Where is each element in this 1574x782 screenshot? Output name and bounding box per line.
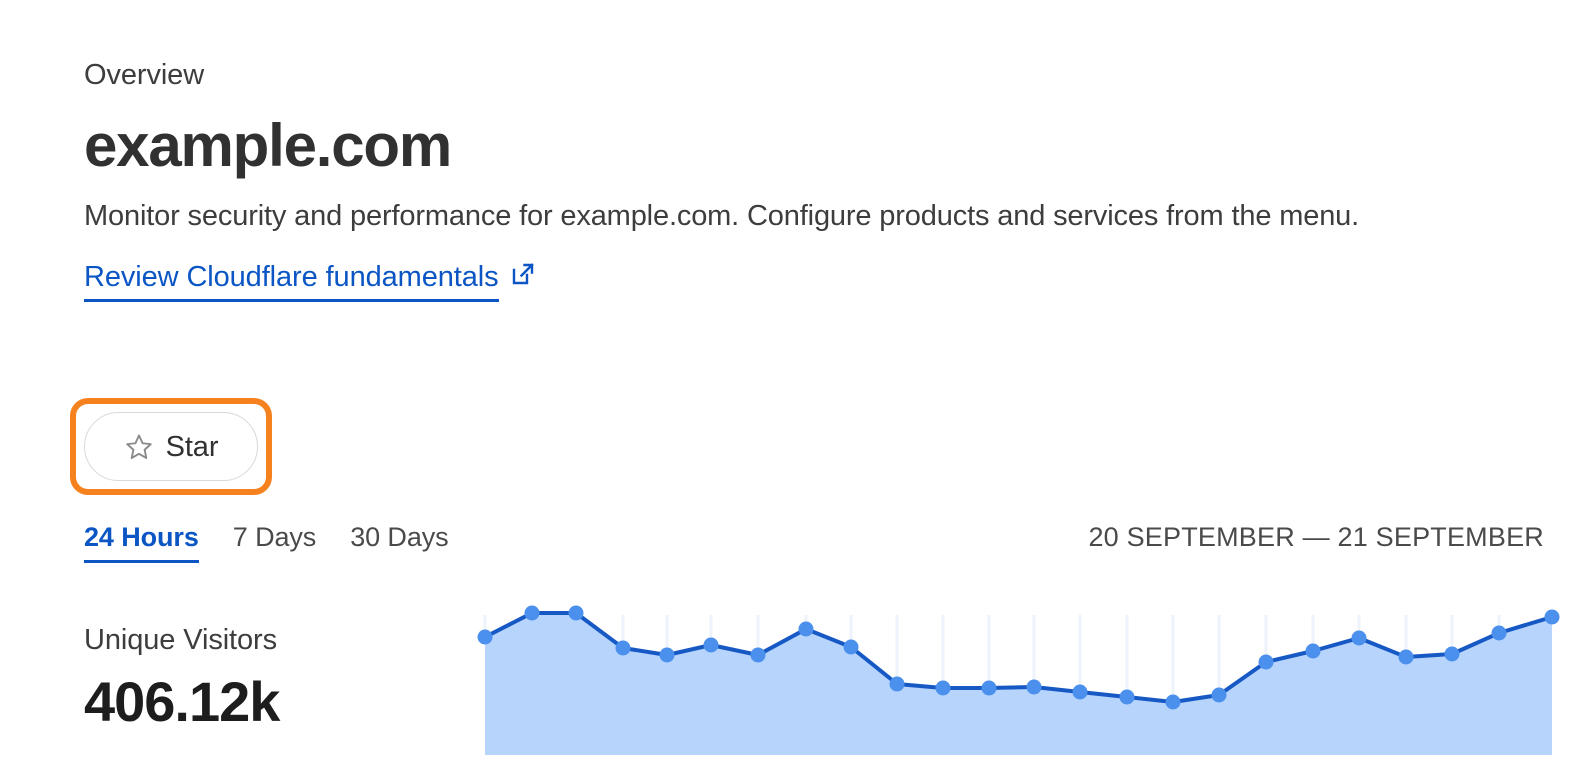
- star-outline-icon: [124, 432, 154, 462]
- chart-data-point[interactable]: [615, 640, 631, 656]
- chart-data-point[interactable]: [477, 629, 493, 645]
- chart-data-point[interactable]: [1165, 694, 1181, 710]
- chart-data-point[interactable]: [981, 680, 997, 696]
- metric-label: Unique Visitors: [84, 624, 278, 656]
- tab-24-hours[interactable]: 24 Hours: [84, 520, 199, 563]
- tab-30-days[interactable]: 30 Days: [350, 522, 449, 552]
- chart-data-point[interactable]: [1544, 609, 1560, 625]
- tab-7-days[interactable]: 7 Days: [232, 522, 317, 552]
- review-fundamentals-link[interactable]: Review Cloudflare fundamentals: [84, 258, 499, 302]
- time-range-tabs: 24 Hours 7 Days 30 Days: [84, 520, 449, 563]
- chart-data-point[interactable]: [703, 637, 719, 653]
- chart-data-point[interactable]: [889, 676, 905, 692]
- page-title: example.com: [84, 112, 452, 179]
- chart-data-point[interactable]: [1491, 625, 1507, 641]
- date-range-label: 20 SEPTEMBER — 21 SEPTEMBER: [1088, 522, 1544, 552]
- metric-value: 406.12k: [84, 670, 280, 733]
- star-button[interactable]: Star: [84, 412, 258, 481]
- chart-data-point[interactable]: [1026, 679, 1042, 695]
- chart-data-point[interactable]: [1258, 654, 1274, 670]
- breadcrumb-overview: Overview: [84, 59, 205, 91]
- chart-data-point[interactable]: [798, 621, 814, 637]
- chart-data-point[interactable]: [1351, 630, 1367, 646]
- star-button-label: Star: [165, 430, 219, 463]
- chart-data-point[interactable]: [659, 647, 675, 663]
- fundamentals-link-row: Review Cloudflare fundamentals: [84, 258, 536, 302]
- chart-data-point[interactable]: [1305, 643, 1321, 659]
- chart-data-point[interactable]: [750, 647, 766, 663]
- chart-data-point[interactable]: [568, 605, 584, 621]
- external-link-icon: [510, 261, 536, 287]
- unique-visitors-chart[interactable]: [470, 590, 1574, 782]
- chart-data-point[interactable]: [843, 639, 859, 655]
- chart-data-point[interactable]: [935, 680, 951, 696]
- chart-data-point[interactable]: [1119, 689, 1135, 705]
- chart-data-point[interactable]: [524, 605, 540, 621]
- chart-data-point[interactable]: [1444, 646, 1460, 662]
- area-chart-svg: [477, 605, 1560, 755]
- chart-data-point[interactable]: [1398, 649, 1414, 665]
- chart-area-fill: [485, 613, 1552, 755]
- page-description: Monitor security and performance for exa…: [84, 200, 1360, 232]
- chart-data-point[interactable]: [1211, 687, 1227, 703]
- chart-data-point[interactable]: [1072, 684, 1088, 700]
- unique-visitors-metric: Unique Visitors 406.12k: [84, 622, 280, 734]
- time-range-tabs-row: 24 Hours 7 Days 30 Days 20 SEPTEMBER — 2…: [84, 520, 1544, 563]
- page-header: Overview example.com Monitor security an…: [84, 56, 1544, 302]
